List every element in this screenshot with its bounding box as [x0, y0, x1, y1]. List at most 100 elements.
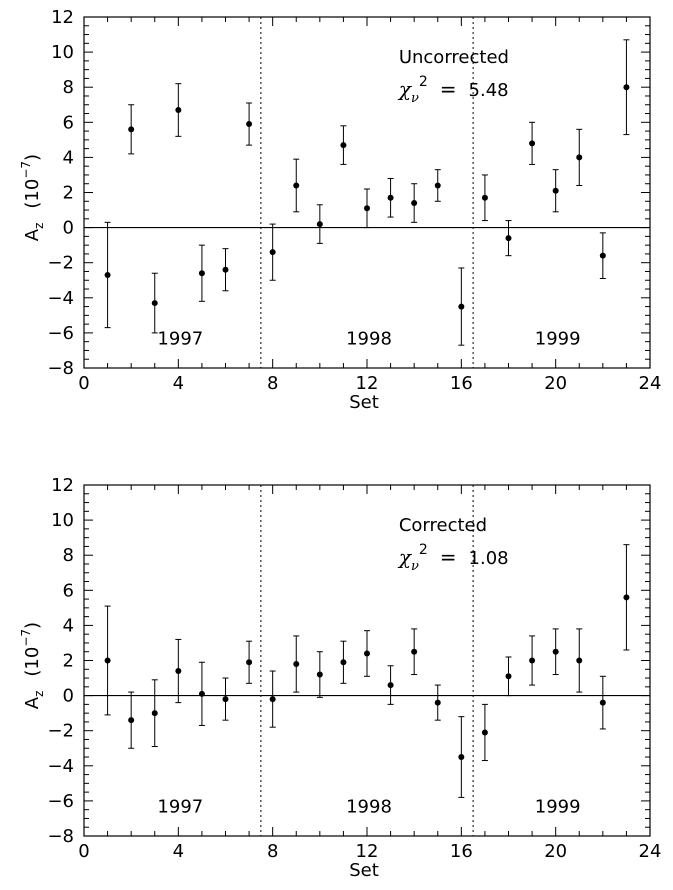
data-point: [128, 717, 135, 724]
data-point: [434, 699, 441, 706]
data-point: [151, 710, 158, 717]
chi-subscript: ν: [411, 559, 419, 574]
data-point: [364, 650, 370, 657]
chi-equals: =: [440, 545, 457, 569]
y-tick-label: −4: [47, 756, 74, 777]
y-tick-label: −8: [47, 826, 74, 847]
correction-label: Uncorrected: [399, 47, 509, 68]
data-point: [552, 648, 559, 655]
data-point: [387, 682, 394, 689]
y-tick-label: 8: [63, 77, 74, 98]
year-label: 1999: [535, 328, 581, 349]
x-axis-title: Set: [349, 392, 379, 413]
correction-label: Corrected: [399, 515, 487, 536]
y-axis-title-unit: (10: [22, 179, 43, 209]
data-point: [246, 121, 253, 128]
data-point: [505, 235, 512, 242]
x-tick-label: 20: [544, 373, 567, 394]
data-point: [387, 194, 394, 201]
data-point: [316, 221, 323, 228]
data-point: [198, 690, 205, 697]
x-tick-label: 16: [450, 841, 473, 862]
data-point: [222, 696, 229, 703]
data-point: [411, 200, 418, 207]
x-tick-label: 20: [544, 841, 567, 862]
y-tick-label: −2: [47, 721, 74, 742]
x-tick-label: 4: [173, 841, 184, 862]
data-point: [434, 182, 441, 189]
x-tick-label: 12: [356, 373, 379, 394]
chi-superscript: 2: [419, 542, 428, 558]
x-tick-label: 0: [78, 373, 89, 394]
data-point: [623, 594, 630, 601]
data-point: [269, 696, 276, 703]
data-point: [246, 659, 253, 666]
y-axis-title-main: A: [22, 696, 43, 709]
data-point: [293, 182, 300, 189]
y-axis-title-unit-close: ): [22, 154, 43, 161]
y-axis-title-main: A: [22, 228, 43, 241]
y-tick-label: 4: [63, 147, 74, 168]
y-tick-label: −2: [47, 253, 74, 274]
y-tick-label: 10: [51, 510, 74, 531]
data-point: [269, 249, 276, 256]
data-point: [175, 107, 182, 114]
data-point: [364, 205, 370, 212]
y-tick-label: 6: [63, 112, 74, 133]
chi-squared-label: χν2 = 1.08: [397, 542, 509, 574]
data-point: [104, 657, 111, 664]
chi-subscript: ν: [411, 91, 419, 106]
data-point: [458, 754, 465, 761]
x-tick-label: 4: [173, 373, 184, 394]
data-point: [552, 187, 559, 194]
y-tick-label: 12: [51, 7, 74, 28]
data-point: [151, 300, 158, 307]
y-tick-label: −8: [47, 358, 74, 379]
data-point: [481, 729, 488, 736]
x-tick-label: 8: [267, 373, 278, 394]
chi-value: 5.48: [469, 80, 509, 101]
data-point: [340, 659, 347, 666]
y-axis-title-unit-close: ): [22, 622, 43, 629]
y-tick-label: 12: [51, 475, 74, 496]
y-tick-label: −6: [47, 791, 74, 812]
x-tick-label: 0: [78, 841, 89, 862]
data-point: [340, 142, 347, 149]
chi-squared-label: χν2 = 5.48: [397, 74, 509, 106]
y-axis-title-unit: (10: [22, 647, 43, 677]
y-axis-title-exponent: −7: [19, 161, 33, 179]
data-point: [505, 673, 512, 680]
y-tick-label: 2: [63, 183, 74, 204]
y-tick-label: 10: [51, 42, 74, 63]
chi-value: 1.08: [469, 548, 509, 569]
y-axis-title-exponent: −7: [19, 629, 33, 647]
data-point: [198, 270, 205, 277]
x-tick-label: 24: [639, 841, 662, 862]
year-label: 1997: [157, 328, 203, 349]
chi-symbol: χ: [397, 77, 413, 101]
data-point: [529, 657, 536, 664]
year-label: 1999: [535, 796, 581, 817]
data-point: [222, 266, 229, 273]
y-tick-label: 2: [63, 651, 74, 672]
year-label: 1998: [346, 328, 392, 349]
chi-symbol: χ: [397, 545, 413, 569]
y-tick-label: 4: [63, 615, 74, 636]
data-point: [599, 699, 606, 706]
y-axis-title-subscript: z: [32, 691, 46, 697]
data-point: [175, 668, 182, 675]
data-point: [576, 657, 583, 664]
x-tick-label: 16: [450, 373, 473, 394]
data-point: [458, 303, 465, 310]
x-tick-label: 24: [639, 373, 662, 394]
y-axis-title-subscript: z: [32, 223, 46, 229]
y-tick-label: 0: [63, 218, 74, 239]
data-point: [104, 271, 111, 278]
x-tick-label: 8: [267, 841, 278, 862]
y-tick-label: −4: [47, 288, 74, 309]
y-tick-label: 6: [63, 580, 74, 601]
year-label: 1997: [157, 796, 203, 817]
